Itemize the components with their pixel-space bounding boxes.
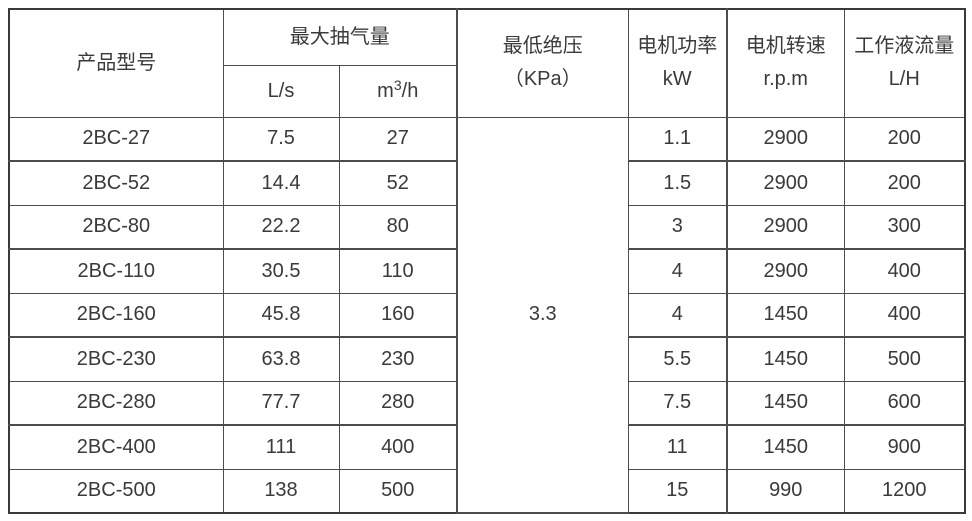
cell-rpm: 990 xyxy=(726,468,845,514)
header-row-sub: L/s m3/h xyxy=(9,64,965,118)
header-unit-ls: L/s xyxy=(222,64,340,118)
header-motor-power-line1: 电机功率 xyxy=(637,35,718,58)
cell-rpm: 2900 xyxy=(726,248,845,294)
cell-rpm: 2900 xyxy=(726,204,845,250)
cell-m3h: 400 xyxy=(338,424,458,470)
header-motor-speed: 电机转速 r.p.m xyxy=(726,8,845,118)
cell-model: 2BC-230 xyxy=(8,336,224,382)
header-min-pressure-line2: （KPa） xyxy=(503,68,582,91)
cell-kw: 4 xyxy=(627,292,728,338)
cell-kw: 1.1 xyxy=(627,116,728,162)
cell-ls: 30.5 xyxy=(222,248,340,294)
header-unit-m3h: m3/h xyxy=(338,64,458,118)
cell-model: 2BC-80 xyxy=(8,204,224,250)
cell-m3h: 230 xyxy=(338,336,458,382)
table-row: 2BC-160 45.8 160 4 1450 400 xyxy=(8,292,966,338)
cell-ls: 22.2 xyxy=(222,204,340,250)
cell-model: 2BC-160 xyxy=(8,292,224,338)
cell-rpm: 1450 xyxy=(726,336,845,382)
cell-flow: 400 xyxy=(843,248,966,294)
cell-rpm: 2900 xyxy=(726,160,845,206)
header-liquid-flow: 工作液流量 L/H xyxy=(843,8,966,118)
table-row: 2BC-230 63.8 230 5.5 1450 500 xyxy=(8,336,966,382)
table-row: 2BC-27 7.5 27 3.3 1.1 2900 200 xyxy=(8,116,966,514)
header-min-pressure: 最低绝压 （KPa） xyxy=(456,8,629,118)
cell-m3h: 52 xyxy=(338,160,458,206)
cell-flow: 200 xyxy=(843,160,966,206)
cell-ls: 7.5 xyxy=(222,116,340,162)
cell-kw: 7.5 xyxy=(627,380,728,426)
cell-ls: 63.8 xyxy=(222,336,340,382)
header-model: 产品型号 xyxy=(8,8,224,118)
header-motor-power-line2: kW xyxy=(662,68,692,91)
cell-model: 2BC-500 xyxy=(8,468,224,514)
table-row: 2BC-500 138 500 15 990 1200 xyxy=(8,468,966,514)
cell-rpm: 2900 xyxy=(726,116,845,162)
cell-kw: 5.5 xyxy=(627,336,728,382)
table-row: 2BC-400 111 400 11 1450 900 xyxy=(8,424,966,470)
cell-model: 2BC-27 xyxy=(8,116,224,162)
header-row-top: 产品型号 最大抽气量 最低绝压 （KPa） 电机功率 kW 电机转速 r.p.m… xyxy=(8,8,966,118)
cell-m3h: 27 xyxy=(338,116,458,162)
cell-flow: 500 xyxy=(843,336,966,382)
cell-m3h: 500 xyxy=(338,468,458,514)
header-motor-speed-line1: 电机转速 xyxy=(745,35,826,58)
header-liquid-flow-line2: L/H xyxy=(888,68,920,91)
cell-m3h: 80 xyxy=(338,204,458,250)
cell-rpm: 1450 xyxy=(726,424,845,470)
cell-flow: 300 xyxy=(843,204,966,250)
cell-ls: 14.4 xyxy=(222,160,340,206)
header-motor-power: 电机功率 kW xyxy=(627,8,728,118)
table-row: 2BC-110 30.5 110 4 2900 400 xyxy=(8,248,966,294)
cell-rpm: 1450 xyxy=(726,292,845,338)
cell-flow: 1200 xyxy=(843,468,966,514)
cell-ls: 138 xyxy=(222,468,340,514)
header-motor-speed-line2: r.p.m xyxy=(763,68,808,91)
cell-flow: 600 xyxy=(843,380,966,426)
cell-rpm: 1450 xyxy=(726,380,845,426)
cell-kw: 15 xyxy=(627,468,728,514)
cell-kw: 11 xyxy=(627,424,728,470)
table-row: 2BC-280 77.7 280 7.5 1450 600 xyxy=(8,380,966,426)
cell-ls: 45.8 xyxy=(222,292,340,338)
cell-ls: 111 xyxy=(222,424,340,470)
cell-model: 2BC-280 xyxy=(8,380,224,426)
cell-ls: 77.7 xyxy=(222,380,340,426)
cell-flow: 900 xyxy=(843,424,966,470)
header-min-pressure-line1: 最低绝压 xyxy=(502,35,583,58)
cell-m3h: 110 xyxy=(338,248,458,294)
cell-m3h: 280 xyxy=(338,380,458,426)
cell-model: 2BC-110 xyxy=(8,248,224,294)
cell-flow: 200 xyxy=(843,116,966,162)
cell-kw: 3 xyxy=(627,204,728,250)
spec-table-page: 产品型号 最大抽气量 最低绝压 （KPa） 电机功率 kW 电机转速 r.p.m… xyxy=(8,8,966,514)
cell-kw: 4 xyxy=(627,248,728,294)
table-row: 2BC-80 22.2 80 3 2900 300 xyxy=(8,204,966,250)
cell-min-pressure: 3.3 xyxy=(456,116,629,514)
pump-spec-table: 产品型号 最大抽气量 最低绝压 （KPa） 电机功率 kW 电机转速 r.p.m… xyxy=(8,8,966,514)
cell-model: 2BC-52 xyxy=(8,160,224,206)
header-max-capacity: 最大抽气量 xyxy=(222,8,458,66)
cell-model: 2BC-400 xyxy=(8,424,224,470)
cell-flow: 400 xyxy=(843,292,966,338)
cell-m3h: 160 xyxy=(338,292,458,338)
header-liquid-flow-line1: 工作液流量 xyxy=(854,35,955,58)
cell-kw: 1.5 xyxy=(627,160,728,206)
